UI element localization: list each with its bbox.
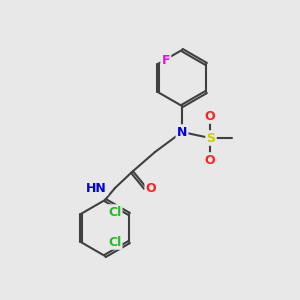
Text: Cl: Cl [108, 206, 121, 218]
Text: F: F [161, 55, 170, 68]
Text: Cl: Cl [108, 236, 121, 248]
Text: HN: HN [86, 182, 107, 194]
Text: O: O [205, 110, 215, 122]
Text: S: S [206, 131, 215, 145]
Text: O: O [146, 182, 156, 194]
Text: N: N [177, 125, 187, 139]
Text: O: O [205, 154, 215, 166]
